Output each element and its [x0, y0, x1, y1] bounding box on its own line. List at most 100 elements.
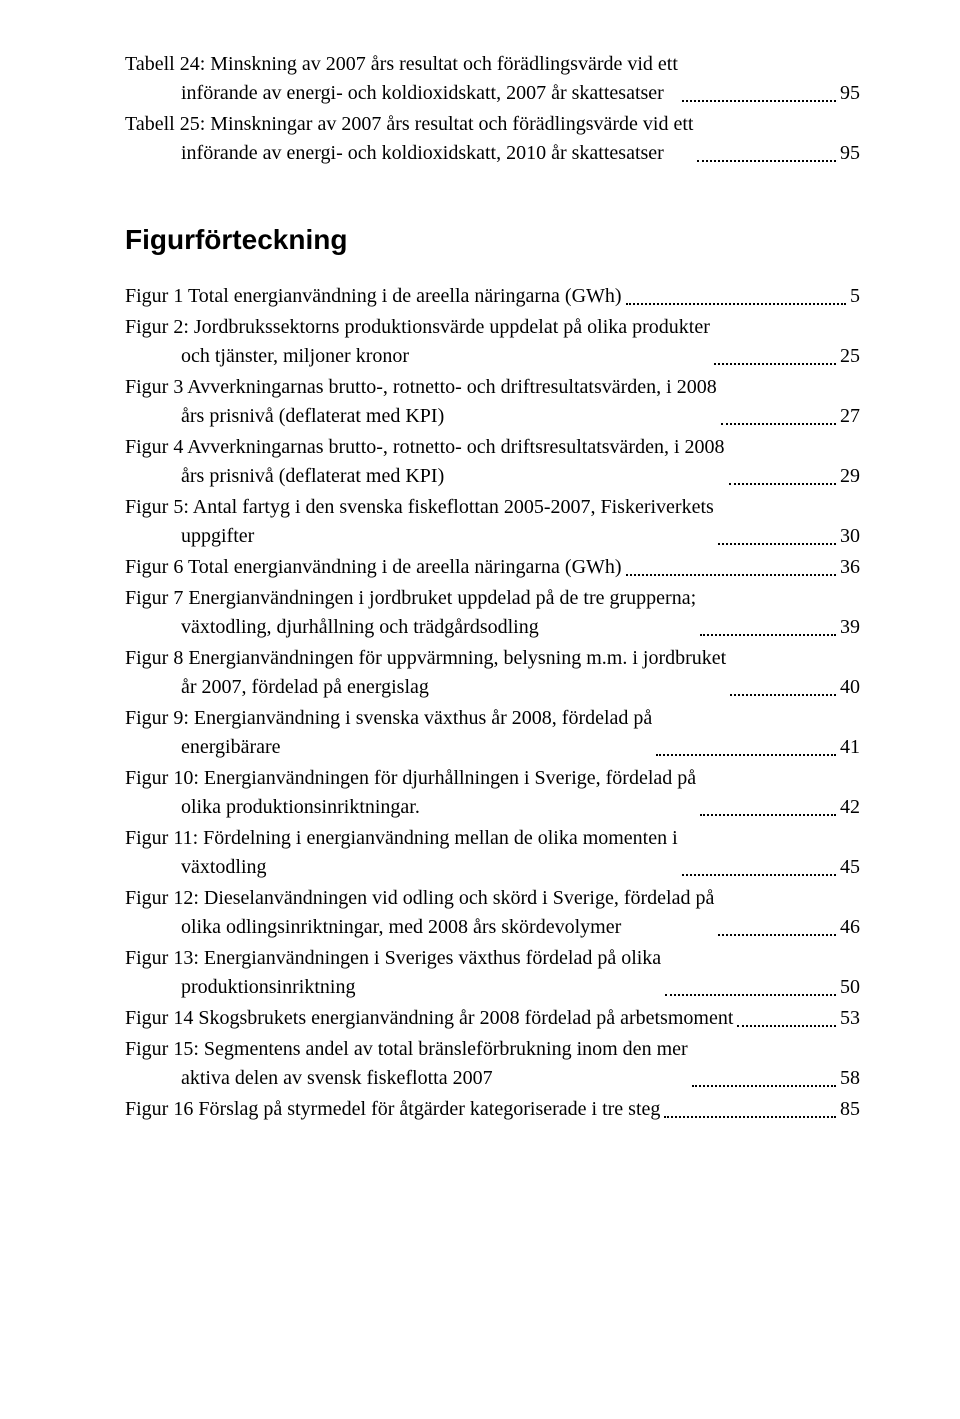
toc-line1: Figur 7 Energianvändningen i jordbruket … [125, 587, 696, 609]
toc-text: Figur 4 Avverkningarnas brutto-, rotnett… [125, 433, 725, 491]
toc-page-number: 46 [840, 913, 860, 942]
toc-line1: Figur 13: Energianvändningen i Sveriges … [125, 947, 661, 969]
toc-text: Figur 3 Avverkningarnas brutto-, rotnett… [125, 373, 717, 431]
toc-entry: Figur 7 Energianvändningen i jordbruket … [125, 584, 860, 642]
toc-leader-dots [730, 693, 836, 696]
toc-text: Tabell 24: Minskning av 2007 års resulta… [125, 50, 678, 108]
toc-page-number: 27 [840, 402, 860, 431]
toc-text: Figur 7 Energianvändningen i jordbruket … [125, 584, 696, 642]
toc-text: Figur 14 Skogsbrukets energianvändning å… [125, 1004, 733, 1033]
toc-page-number: 25 [840, 342, 860, 371]
toc-page-number: 40 [840, 673, 860, 702]
toc-line1: Figur 5: Antal fartyg i den svenska fisk… [125, 496, 714, 518]
toc-page-number: 29 [840, 462, 860, 491]
toc-entry: Figur 8 Energianvändningen för uppvärmni… [125, 644, 860, 702]
toc-entry: Figur 6 Total energianvändning i de aree… [125, 553, 860, 582]
toc-leader-dots [737, 1024, 836, 1027]
toc-page-number: 5 [850, 282, 860, 311]
toc-text: Figur 6 Total energianvändning i de aree… [125, 553, 622, 582]
toc-page-number: 50 [840, 973, 860, 1002]
toc-line1: Tabell 24: Minskning av 2007 års resulta… [125, 53, 678, 75]
toc-entry: Figur 16 Förslag på styrmedel för åtgärd… [125, 1095, 860, 1124]
toc-page-number: 95 [840, 139, 860, 168]
toc-leader-dots [700, 633, 836, 636]
toc-line2: aktiva delen av svensk fiskeflotta 2007 [125, 1064, 688, 1093]
toc-leader-dots [729, 482, 836, 485]
toc-line1: Figur 12: Dieselanvändningen vid odling … [125, 887, 714, 909]
toc-line1: Figur 11: Fördelning i energianvändning … [125, 827, 678, 849]
toc-leader-dots [721, 422, 836, 425]
toc-text: Figur 10: Energianvändningen för djurhål… [125, 764, 696, 822]
toc-entry: Figur 12: Dieselanvändningen vid odling … [125, 884, 860, 942]
toc-text: Figur 12: Dieselanvändningen vid odling … [125, 884, 714, 942]
toc-page-number: 45 [840, 853, 860, 882]
toc-line1: Figur 14 Skogsbrukets energianvändning å… [125, 1007, 733, 1029]
toc-entry: Figur 9: Energianvändning i svenska växt… [125, 704, 860, 762]
toc-leader-dots [656, 753, 836, 756]
toc-entry: Figur 4 Avverkningarnas brutto-, rotnett… [125, 433, 860, 491]
toc-entry: Figur 1 Total energianvändning i de aree… [125, 282, 860, 311]
toc-leader-dots [700, 813, 836, 816]
toc-leader-dots [626, 573, 836, 576]
toc-line2: växtodling, djurhållning och trädgårdsod… [125, 613, 696, 642]
toc-page-number: 85 [840, 1095, 860, 1124]
toc-entry: Figur 11: Fördelning i energianvändning … [125, 824, 860, 882]
toc-page-number: 39 [840, 613, 860, 642]
toc-text: Figur 1 Total energianvändning i de aree… [125, 282, 622, 311]
toc-line2: olika produktionsinriktningar. [125, 793, 696, 822]
toc-line2: års prisnivå (deflaterat med KPI) [125, 462, 725, 491]
toc-entry: Tabell 24: Minskning av 2007 års resulta… [125, 50, 860, 108]
toc-text: Figur 16 Förslag på styrmedel för åtgärd… [125, 1095, 660, 1124]
toc-text: Figur 11: Fördelning i energianvändning … [125, 824, 678, 882]
toc-line1: Figur 4 Avverkningarnas brutto-, rotnett… [125, 436, 725, 458]
toc-line1: Figur 15: Segmentens andel av total brän… [125, 1038, 688, 1060]
toc-leader-dots [665, 993, 836, 996]
toc-entry: Figur 15: Segmentens andel av total brän… [125, 1035, 860, 1093]
toc-line1: Figur 3 Avverkningarnas brutto-, rotnett… [125, 376, 717, 398]
toc-line2: och tjänster, miljoner kronor [125, 342, 710, 371]
toc-line1: Figur 9: Energianvändning i svenska växt… [125, 707, 652, 729]
toc-line1: Figur 10: Energianvändningen för djurhål… [125, 767, 696, 789]
toc-leader-dots [718, 933, 836, 936]
toc-page-number: 41 [840, 733, 860, 762]
toc-page-number: 58 [840, 1064, 860, 1093]
toc-line1: Figur 16 Förslag på styrmedel för åtgärd… [125, 1098, 660, 1120]
section-heading: Figurförteckning [125, 224, 860, 256]
toc-line2: växtodling [125, 853, 678, 882]
toc-leader-dots [697, 159, 836, 162]
document-page: Tabell 24: Minskning av 2007 års resulta… [0, 0, 960, 1419]
toc-leader-dots [682, 99, 836, 102]
toc-text: Tabell 25: Minskningar av 2007 års resul… [125, 110, 693, 168]
toc-entry: Figur 2: Jordbrukssektorns produktionsvä… [125, 313, 860, 371]
toc-entry: Figur 10: Energianvändningen för djurhål… [125, 764, 860, 822]
toc-leader-dots [692, 1084, 836, 1087]
toc-line2: års prisnivå (deflaterat med KPI) [125, 402, 717, 431]
toc-line2: olika odlingsinriktningar, med 2008 års … [125, 913, 714, 942]
toc-line2: energibärare [125, 733, 652, 762]
toc-line2: införande av energi- och koldioxidskatt,… [125, 139, 693, 168]
toc-line2: år 2007, fördelad på energislag [125, 673, 726, 702]
toc-page-number: 42 [840, 793, 860, 822]
toc-text: Figur 8 Energianvändningen för uppvärmni… [125, 644, 726, 702]
toc-leader-dots [626, 302, 846, 305]
toc-line2: produktionsinriktning [125, 973, 661, 1002]
toc-leader-dots [718, 542, 836, 545]
toc-entry: Figur 14 Skogsbrukets energianvändning å… [125, 1004, 860, 1033]
toc-line1: Tabell 25: Minskningar av 2007 års resul… [125, 113, 693, 135]
toc-text: Figur 9: Energianvändning i svenska växt… [125, 704, 652, 762]
toc-leader-dots [714, 362, 836, 365]
toc-line1: Figur 1 Total energianvändning i de aree… [125, 285, 622, 307]
toc-page-number: 53 [840, 1004, 860, 1033]
toc-text: Figur 15: Segmentens andel av total brän… [125, 1035, 688, 1093]
toc-page-number: 36 [840, 553, 860, 582]
toc-text: Figur 2: Jordbrukssektorns produktionsvä… [125, 313, 710, 371]
toc-leader-dots [682, 873, 836, 876]
toc-leader-dots [664, 1115, 836, 1118]
toc-line1: Figur 6 Total energianvändning i de aree… [125, 556, 622, 578]
toc-entry: Figur 3 Avverkningarnas brutto-, rotnett… [125, 373, 860, 431]
toc-entry: Figur 5: Antal fartyg i den svenska fisk… [125, 493, 860, 551]
toc-line1: Figur 2: Jordbrukssektorns produktionsvä… [125, 316, 710, 338]
toc-line1: Figur 8 Energianvändningen för uppvärmni… [125, 647, 726, 669]
toc-line2: uppgifter [125, 522, 714, 551]
toc-entry: Tabell 25: Minskningar av 2007 års resul… [125, 110, 860, 168]
